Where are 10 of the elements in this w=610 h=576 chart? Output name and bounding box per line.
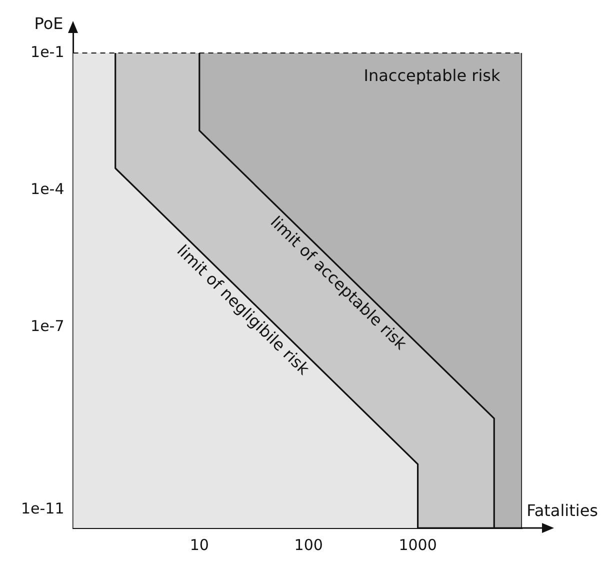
y-tick-label: 1e-11: [20, 500, 64, 518]
y-axis-title: PoE: [34, 14, 64, 34]
x-tick-label: 10: [190, 536, 209, 554]
x-tick-label: 1000: [398, 536, 437, 554]
x-axis-title: Fatalities: [526, 501, 598, 520]
y-tick-label: 1e-4: [30, 180, 64, 198]
y-tick-label: 1e-1: [30, 42, 64, 61]
y-tick-label: 1e-7: [30, 316, 64, 335]
x-tick-label: 100: [294, 536, 323, 554]
annotation: Inacceptable risk: [364, 66, 501, 86]
